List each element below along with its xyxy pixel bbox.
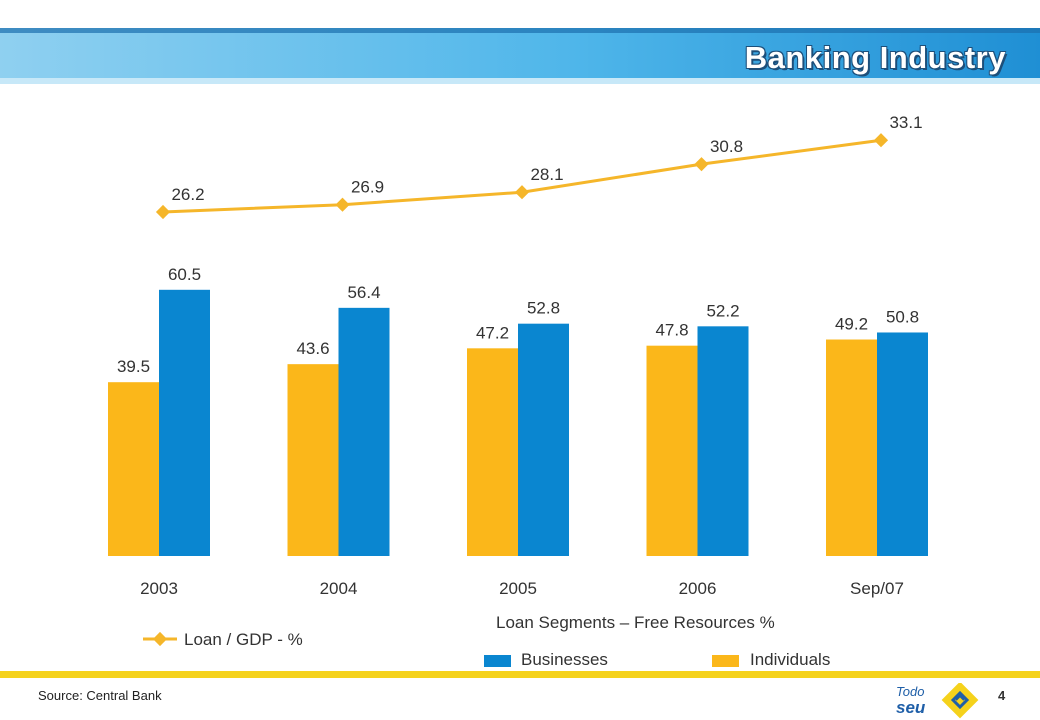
bar-individuals — [467, 348, 518, 556]
bar-businesses — [518, 323, 569, 556]
legend-businesses-swatch — [484, 655, 511, 667]
data-label-businesses: 50.8 — [886, 307, 919, 326]
legend-individuals-label: Individuals — [750, 650, 831, 669]
data-label-individuals: 49.2 — [835, 315, 868, 334]
data-label-individuals: 47.2 — [476, 323, 509, 342]
legend-individuals-swatch — [712, 655, 739, 667]
page-number: 4 — [998, 688, 1006, 703]
legend-segments-title: Loan Segments – Free Resources % — [496, 613, 775, 632]
svg-text:seu: seu — [896, 698, 926, 717]
legend-businesses-label: Businesses — [521, 650, 608, 669]
bar-individuals — [826, 339, 877, 556]
page-title: Banking Industry — [744, 40, 1006, 75]
x-tick-label: 2005 — [499, 579, 537, 598]
line-point — [335, 197, 350, 212]
bar-businesses — [159, 289, 210, 556]
data-label-individuals: 39.5 — [117, 357, 150, 376]
bar-businesses — [697, 326, 749, 556]
line-point — [514, 185, 530, 200]
data-label-loan-gdp: 33.1 — [889, 113, 922, 132]
chart: 39.5 60.5 2003 43.6 56.4 2004 47.2 52.8 2005 47.8… — [108, 113, 928, 598]
bar-individuals — [108, 382, 159, 556]
data-label-businesses: 56.4 — [347, 283, 380, 302]
x-tick-label: Sep/07 — [850, 579, 904, 598]
data-label-individuals: 47.8 — [655, 321, 688, 340]
legend-line-marker — [143, 631, 177, 647]
footer-bar — [0, 671, 1040, 678]
line-loan-gdp — [162, 138, 882, 214]
line-point — [155, 204, 171, 220]
data-label-businesses: 52.8 — [527, 299, 560, 318]
x-tick-label: 2006 — [679, 579, 717, 598]
x-tick-label: 2003 — [140, 579, 178, 598]
title-band — [0, 28, 1040, 84]
bar-businesses — [338, 307, 390, 556]
data-label-loan-gdp: 28.1 — [530, 165, 563, 184]
title-band-graphic — [0, 28, 1040, 84]
bar-individuals — [646, 345, 698, 556]
line-point — [694, 157, 709, 172]
bank-logo-icon: Todo seu — [896, 683, 979, 719]
data-label-businesses: 60.5 — [168, 265, 201, 284]
data-label-loan-gdp: 30.8 — [710, 137, 743, 156]
svg-text:Todo: Todo — [896, 684, 924, 699]
bar-individuals — [287, 364, 339, 556]
x-tick-label: 2004 — [320, 579, 358, 598]
data-label-loan-gdp: 26.2 — [171, 185, 204, 204]
data-label-individuals: 43.6 — [296, 339, 329, 358]
data-label-businesses: 52.2 — [706, 301, 739, 320]
line-point — [873, 133, 889, 148]
source-note: Source: Central Bank — [38, 688, 162, 703]
bar-businesses — [877, 332, 928, 556]
legend-line-label: Loan / GDP - % — [184, 630, 303, 649]
data-label-loan-gdp: 26.9 — [351, 178, 384, 197]
